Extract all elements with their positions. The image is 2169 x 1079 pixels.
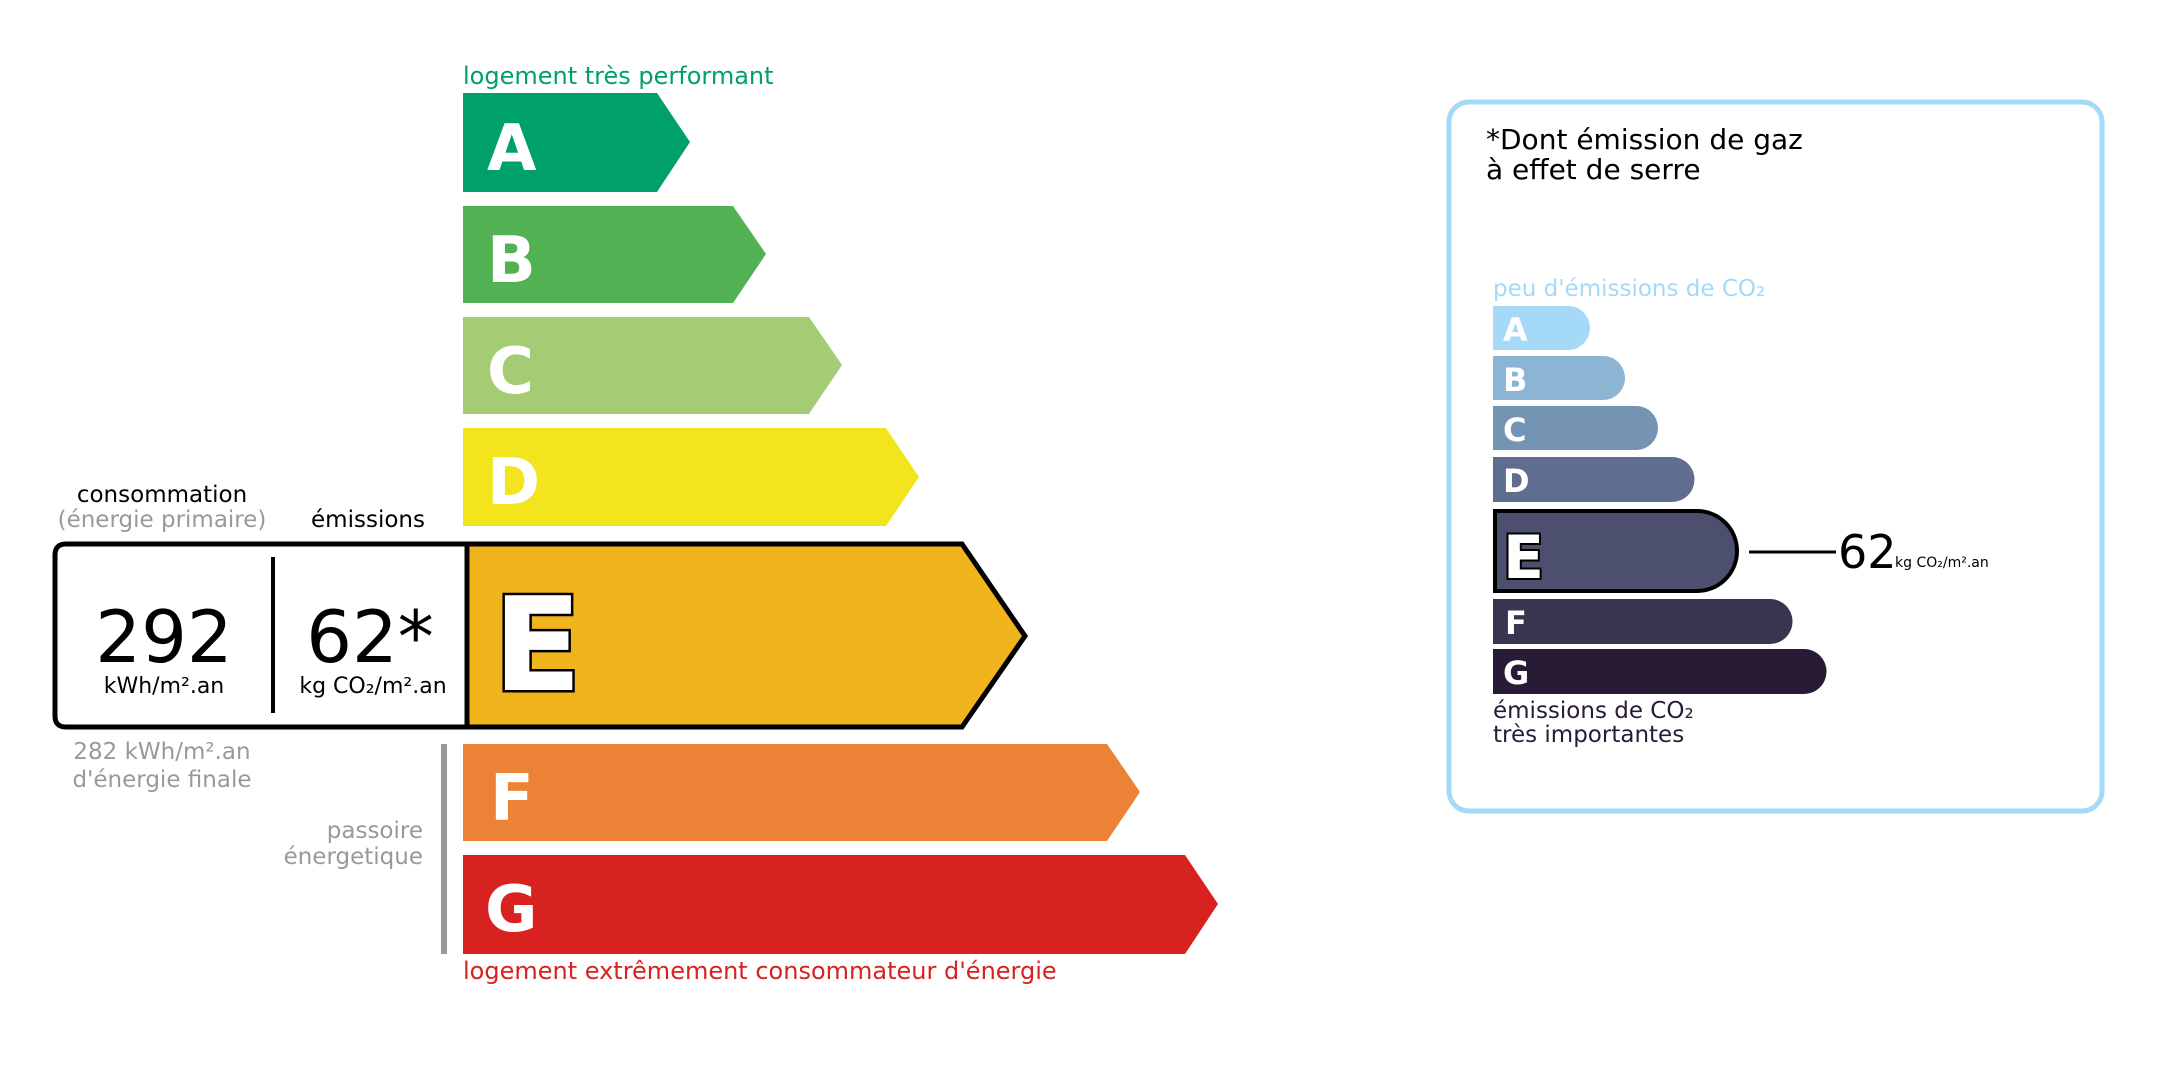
energy-letter-e: E [493,569,582,721]
ghg-letter-b: B [1503,361,1527,399]
ghg-value: 62 [1838,525,1897,579]
ghg-letter-d: D [1503,462,1530,500]
energy-letter-a: A [487,112,537,186]
ghg-bar-g [1493,649,1827,694]
emissions-label: émissions [311,507,425,533]
energy-bar-d [463,428,919,526]
ghg-unit: kg CO₂/m².an [1895,555,1989,571]
ghg-bar-a [1493,306,1590,350]
emissions-value: 62* [306,595,434,679]
energy-bar-e[interactable] [464,541,1029,730]
ghg-letter-c: C [1503,411,1526,449]
energy-bar-g [463,855,1218,954]
consumption-sub: (énergie primaire) [58,507,267,533]
energy-bar-a [463,93,690,192]
final-energy-value: 282 kWh/m².an [73,739,250,765]
bottom-label: logement extrêmement consommateur d'éner… [463,957,1057,985]
ghg-bar-c [1493,406,1658,450]
energy-bar-f [463,744,1140,841]
consumption-value: 292 [95,595,232,679]
value-box [52,541,470,730]
ghg-bottom-label-1: émissions de CO₂ [1493,698,1694,724]
ghg-bar-e[interactable] [1493,509,1739,593]
passoire-label-1: passoire [327,818,423,844]
energy-letter-g: G [485,873,538,947]
ghg-letter-g: G [1503,654,1529,692]
ghg-title-1: *Dont émission de gaz [1486,123,1803,156]
energy-bar-c [463,317,842,414]
ghg-bar-f [1493,599,1793,644]
consumption-label: consommation [77,482,247,508]
ghg-bar-d [1493,457,1695,502]
consumption-unit: kWh/m².an [104,674,225,699]
top-label: logement très performant [463,62,774,90]
passoire-label-2: énergetique [284,844,423,870]
energy-bar-b [463,206,766,303]
ghg-bottom-label-2: très importantes [1493,722,1684,748]
ghg-top-label: peu d'émissions de CO₂ [1493,276,1765,302]
energy-letter-f: F [490,762,534,836]
energy-letter-d: D [487,446,540,520]
emissions-unit: kg CO₂/m².an [299,674,446,699]
energy-letter-b: B [487,224,536,298]
final-energy-label: d'énergie finale [72,767,251,793]
ghg-bar-b [1493,356,1625,400]
ghg-letter-a: A [1503,311,1528,349]
energy-letter-c: C [487,335,534,409]
ghg-title-2: à effet de serre [1486,153,1701,186]
ghg-letter-e: E [1503,523,1544,593]
ghg-letter-f: F [1505,604,1527,642]
